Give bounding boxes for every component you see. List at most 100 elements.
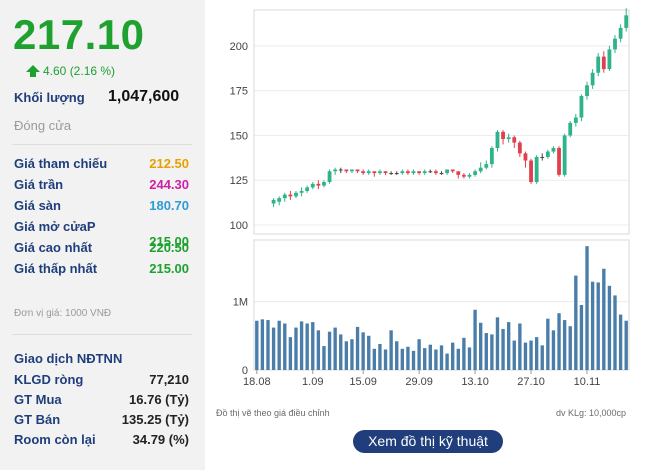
volume-bar <box>557 313 561 370</box>
volume-bar <box>484 333 488 370</box>
candle <box>585 85 589 97</box>
price-change: 4.60 (2.16 %) <box>26 64 115 78</box>
volume-bar <box>333 327 337 370</box>
candle <box>366 171 371 174</box>
volume-bar <box>456 348 460 370</box>
volume-bar <box>590 281 595 370</box>
candle <box>551 147 556 152</box>
unit-note: Đơn vị giá: 1000 VNĐ <box>14 308 112 319</box>
candle <box>417 171 422 174</box>
volume-bar <box>585 246 589 370</box>
volume-bar <box>518 323 522 370</box>
price-row-label: Giá trần <box>14 177 64 192</box>
candle <box>450 169 455 172</box>
volume-bar <box>574 275 578 370</box>
candle <box>282 194 287 199</box>
date-axis: 18.08 1.09 15.09 29.09 13.10 27.10 10.11 <box>243 370 600 388</box>
volume-bar <box>546 318 550 370</box>
volume-bar <box>512 340 516 370</box>
volume-bar <box>383 349 388 370</box>
candle <box>545 151 550 157</box>
candle <box>299 190 304 193</box>
candle <box>596 56 601 73</box>
volume-tick-label: 1M <box>233 297 248 309</box>
volume-bar <box>277 320 281 370</box>
candle <box>456 171 461 175</box>
volume-bar <box>288 337 293 370</box>
volume-bar <box>271 327 276 370</box>
price-row-value: 244.30 <box>149 177 189 192</box>
candle <box>439 173 444 175</box>
candle <box>624 15 629 28</box>
candle <box>372 171 377 174</box>
candle <box>344 169 349 172</box>
volume-bar <box>613 295 617 370</box>
candle <box>428 171 433 173</box>
candle <box>355 169 360 172</box>
volume-bar <box>322 346 326 370</box>
volume-bar <box>311 322 315 370</box>
volume-bar <box>624 320 628 370</box>
trading-status: Đóng cửa <box>14 118 72 133</box>
foreign-row-label: KLGD ròng <box>14 372 84 387</box>
volume-bar <box>607 285 612 370</box>
date-tick-label: 1.09 <box>302 376 323 388</box>
candle <box>613 38 617 50</box>
volume-bar <box>529 340 533 370</box>
candle <box>378 171 382 174</box>
candle <box>473 171 477 175</box>
volume-label: Khối lượng <box>14 90 85 105</box>
divider <box>12 334 192 335</box>
candle <box>406 171 410 174</box>
candle <box>562 135 567 175</box>
volume-bar <box>372 348 377 370</box>
volume-bar <box>618 314 623 370</box>
technical-chart-button[interactable]: Xem đồ thị kỹ thuật <box>353 430 503 453</box>
volume-bar <box>451 342 455 370</box>
volume-bar <box>361 332 365 370</box>
date-tick-label: 15.09 <box>349 376 377 388</box>
candle <box>523 153 528 161</box>
candle <box>327 171 332 183</box>
candle <box>271 199 276 204</box>
volume-value: 1,047,600 <box>108 88 180 105</box>
candle <box>512 137 517 143</box>
candle <box>389 173 394 175</box>
volume-axis: 0 1M <box>233 297 248 377</box>
arrow-up-icon <box>26 65 40 77</box>
volume-bar <box>445 353 449 370</box>
candle <box>400 171 405 174</box>
volume-unit-note: dv KLg: 10,000cp <box>556 408 627 418</box>
foreign-trading-title: Giao dịch NĐTNN <box>14 351 123 366</box>
candle <box>277 198 282 202</box>
volume-bar <box>602 268 606 370</box>
candle <box>461 174 466 177</box>
candle <box>422 171 427 174</box>
price-tick-label: 125 <box>230 175 248 187</box>
volume-bar <box>562 320 567 370</box>
volume-bar <box>434 349 438 370</box>
volume-bar <box>473 309 477 370</box>
price-row-label: Giá mở cửaP <box>14 219 96 234</box>
date-tick-label: 18.08 <box>243 376 271 388</box>
price-row-value: 215.00 <box>149 234 189 249</box>
foreign-row-label: GT Mua <box>14 392 62 407</box>
volume-bar <box>423 348 427 370</box>
volume-bar <box>355 326 360 370</box>
candle <box>288 194 293 197</box>
volume-bar <box>579 305 584 370</box>
volume-bars <box>255 246 628 370</box>
candle <box>557 147 561 175</box>
candle <box>534 156 539 183</box>
volume-bar <box>327 331 332 370</box>
volume-bar <box>523 342 528 370</box>
volume-bar <box>260 319 265 370</box>
candle <box>607 49 612 70</box>
price-tick-label: 200 <box>230 41 248 53</box>
price-row-label: Giá thấp nhất <box>14 261 98 276</box>
volume-bar <box>439 345 444 370</box>
date-tick-label: 10.11 <box>574 376 601 388</box>
price-grid <box>254 45 629 226</box>
volume-bar <box>395 341 399 370</box>
price-row-label: Giá tham chiếu <box>14 156 108 171</box>
